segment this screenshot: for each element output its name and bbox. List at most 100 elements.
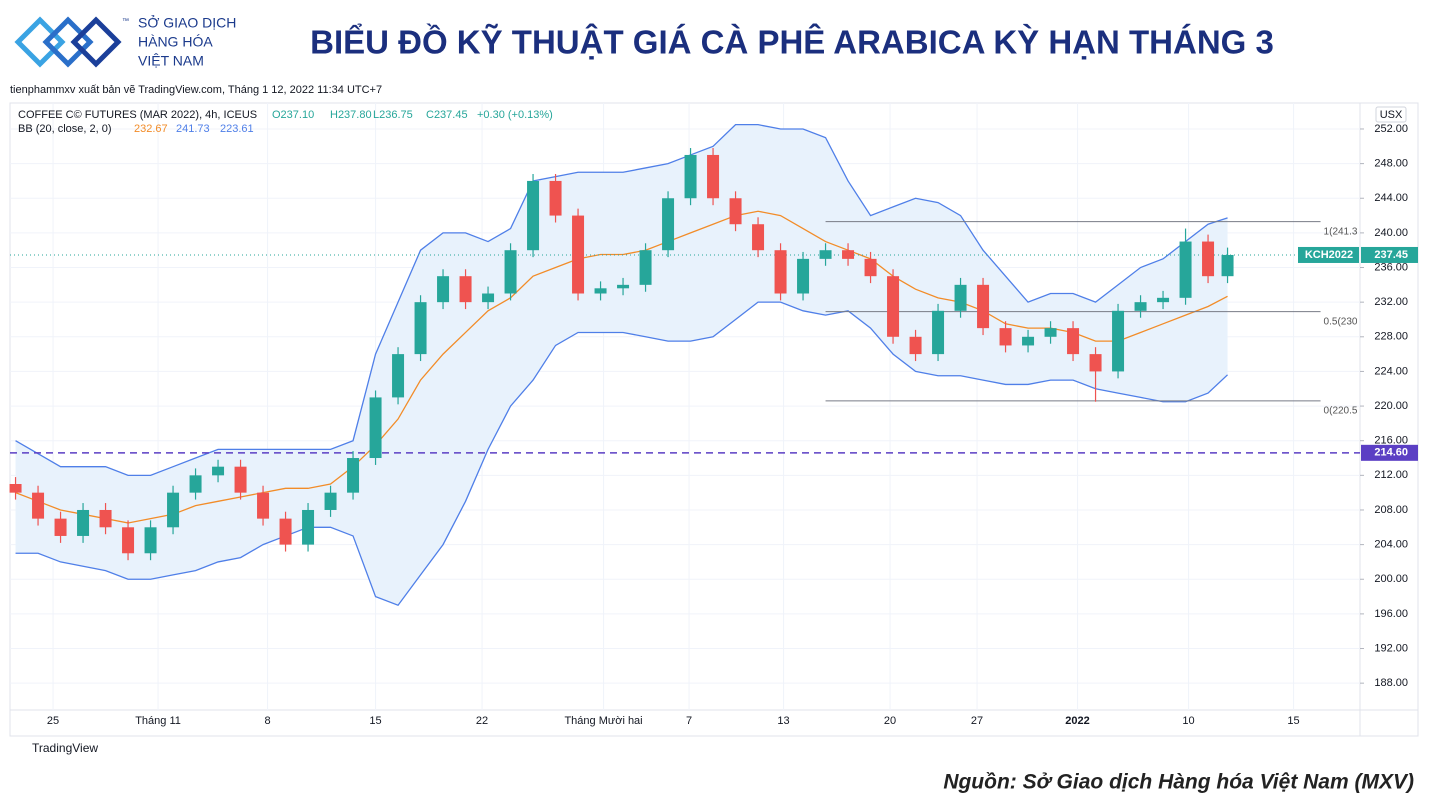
band-fill	[15, 124, 1228, 606]
legend-bb-lower: 223.61	[220, 123, 254, 135]
x-tick-label: 20	[884, 715, 896, 727]
candle-body	[932, 310, 945, 355]
candle-body	[212, 466, 225, 476]
last-price-tag	[1361, 246, 1418, 263]
candle-body	[279, 518, 292, 545]
candle-body	[707, 154, 720, 199]
candle-body	[572, 215, 585, 294]
candle-body	[774, 250, 787, 294]
candle-body	[662, 198, 675, 251]
candle-body	[842, 250, 855, 259]
candle-body	[999, 328, 1012, 346]
candle-body	[1089, 354, 1102, 372]
candle-body	[369, 397, 382, 459]
x-tick-label: 15	[369, 715, 381, 727]
logo-text: SỞ GIAO DỊCH	[138, 14, 236, 31]
legend-bb-upper: 241.73	[176, 123, 210, 135]
candle-body	[302, 509, 315, 545]
legend-close: C237.45	[426, 109, 468, 121]
candle-body	[729, 198, 742, 225]
x-tick-label: 10	[1182, 715, 1194, 727]
last-price-label: 237.45	[1374, 249, 1408, 261]
x-tick-label: 7	[686, 715, 692, 727]
candle-body	[77, 509, 90, 536]
logo	[14, 16, 122, 68]
y-tick-label: 192.00	[1374, 642, 1408, 654]
logo-text: VIỆT NAM	[138, 53, 204, 69]
candle-body	[482, 293, 495, 303]
band-lower	[15, 301, 1228, 607]
candle-body	[954, 284, 967, 311]
y-tick-label: 244.00	[1374, 192, 1408, 204]
candle-body	[1134, 302, 1147, 311]
candle-body	[684, 154, 697, 199]
candle-body	[32, 492, 45, 519]
x-tick-label: 25	[47, 715, 59, 727]
last-price-name-tag	[1298, 246, 1359, 263]
y-tick-label: 212.00	[1374, 469, 1408, 481]
y-tick-label: 240.00	[1374, 227, 1408, 239]
candle-body	[1221, 254, 1234, 277]
y-tick-label: 196.00	[1374, 608, 1408, 620]
legend-open: O237.10	[272, 109, 314, 121]
candle-body	[977, 284, 990, 329]
legend-symbol: COFFEE C© FUTURES (MAR 2022), 4h, ICEUS	[18, 109, 257, 121]
fib-label: 0.5(230	[1324, 316, 1358, 327]
source: Nguồn: Sở Giao dịch Hàng hóa Việt Nam (M…	[943, 771, 1414, 794]
y-tick-label: 228.00	[1374, 331, 1408, 343]
candle-body	[234, 466, 247, 493]
x-tick-label: 15	[1287, 715, 1299, 727]
candle-body	[1179, 241, 1192, 298]
fib-label: 1(241.3	[1324, 226, 1358, 237]
candle-body	[504, 250, 517, 294]
legend-bb-basis: 232.67	[134, 123, 168, 135]
logo-text: HÀNG HÓA	[138, 34, 213, 50]
candle-body	[1067, 328, 1080, 355]
currency: USX	[1380, 109, 1403, 121]
x-tick-label: 27	[971, 715, 983, 727]
candle-body	[1202, 241, 1215, 277]
last-price-name: KCH2022	[1305, 249, 1353, 261]
brand: TradingView	[32, 741, 98, 755]
legend-low: L236.75	[373, 109, 413, 121]
candle-body	[819, 250, 832, 259]
candle-body	[257, 492, 270, 519]
y-tick-label: 232.00	[1374, 296, 1408, 308]
y-tick-label: 208.00	[1374, 504, 1408, 516]
candle-body	[347, 458, 360, 493]
x-tick-label: 2022	[1065, 715, 1089, 727]
candle-body	[167, 492, 180, 528]
x-tick-label: 13	[777, 715, 789, 727]
candle-body	[414, 302, 427, 355]
candle-body	[392, 354, 405, 398]
candle-body	[752, 224, 765, 251]
candle-body	[144, 527, 157, 554]
candle-body	[617, 284, 630, 289]
x-tick-label: 22	[476, 715, 488, 727]
candle-body	[527, 180, 540, 251]
candle-body	[549, 180, 562, 216]
candle-body	[9, 483, 22, 493]
candle-body	[1112, 310, 1125, 372]
candle-body	[864, 258, 877, 277]
support-label: 214.60	[1374, 447, 1408, 459]
candle-body	[437, 276, 450, 303]
candle-body	[324, 492, 337, 510]
y-tick-label: 220.00	[1374, 400, 1408, 412]
logo-mark: ™	[122, 18, 129, 25]
x-tick-label: Tháng 11	[135, 715, 181, 727]
publisher: tienphammxv xuất bản vẽ TradingView.com,…	[10, 84, 382, 96]
candle-body	[1157, 297, 1170, 303]
candle-body	[122, 527, 135, 554]
y-tick-label: 224.00	[1374, 365, 1408, 377]
candle-body	[797, 258, 810, 294]
fib-label: 0(220.5	[1324, 406, 1358, 417]
candle-body	[887, 276, 900, 337]
y-tick-label: 248.00	[1374, 158, 1408, 170]
plot: 1(241.3 0.5(230 0(220.5	[9, 103, 1360, 710]
y-tick-label: 204.00	[1374, 539, 1408, 551]
y-tick-label: 188.00	[1374, 677, 1408, 689]
legend-bb: BB (20, close, 2, 0)	[18, 123, 112, 135]
candle-body	[459, 276, 472, 303]
